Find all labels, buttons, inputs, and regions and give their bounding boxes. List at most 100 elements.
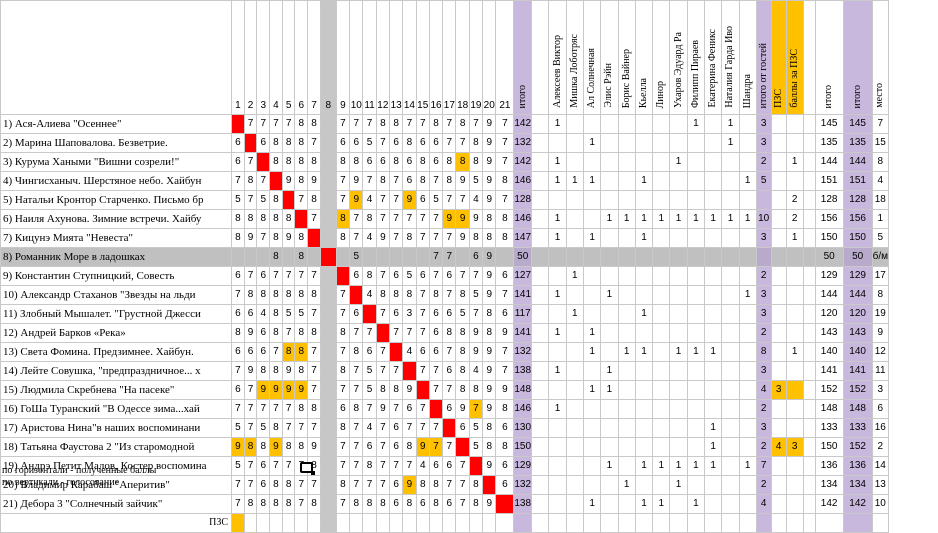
final-total-cell[interactable]: 50	[814, 247, 844, 267]
vote-cell[interactable]: 7	[415, 114, 430, 134]
vote-cell[interactable]	[319, 114, 337, 134]
vote-cell[interactable]: 9	[482, 456, 497, 476]
guest-vote-cell[interactable]	[548, 437, 567, 457]
vote-cell[interactable]: 8	[362, 209, 377, 229]
final-total-2-cell[interactable]: 152	[842, 380, 873, 400]
pzs-row-cell[interactable]	[294, 513, 309, 533]
vote-cell[interactable]: 6	[495, 418, 515, 438]
guest-vote-cell[interactable]	[721, 323, 740, 343]
vote-cell[interactable]: 8	[243, 171, 258, 191]
vote-cell[interactable]: 7	[375, 266, 391, 286]
guest-vote-cell[interactable]	[669, 437, 688, 457]
pzs-row-final[interactable]	[814, 513, 844, 533]
vote-cell[interactable]: 8	[455, 152, 470, 172]
pzs-score-cell[interactable]	[785, 133, 804, 153]
spacer-cell-2[interactable]	[802, 209, 816, 229]
guest-vote-cell[interactable]	[652, 133, 671, 153]
vote-cell[interactable]: 7	[243, 266, 258, 286]
guest-vote-cell[interactable]	[600, 494, 619, 514]
total-cell[interactable]: 127	[513, 266, 533, 286]
guest-vote-cell[interactable]	[721, 475, 740, 495]
pzs-row-cell[interactable]	[455, 513, 470, 533]
vote-cell[interactable]: 9	[482, 190, 497, 210]
vote-cell[interactable]	[495, 247, 515, 267]
guest-vote-cell[interactable]	[600, 133, 619, 153]
pzs-cell[interactable]	[770, 285, 787, 305]
guest-vote-cell[interactable]: 1	[634, 342, 654, 362]
place-cell[interactable]: 8	[871, 152, 890, 172]
vote-cell[interactable]: 6	[362, 437, 377, 457]
vote-cell[interactable]: 9	[281, 228, 296, 248]
spacer-cell[interactable]	[531, 342, 550, 362]
spacer-cell[interactable]	[531, 209, 550, 229]
guest-header[interactable]: Ухаров Эдуард Ра	[669, 0, 688, 115]
vote-cell[interactable]: 6	[388, 266, 404, 286]
vote-cell[interactable]: 7	[362, 399, 377, 419]
vote-cell[interactable]: 8	[482, 437, 497, 457]
vote-cell[interactable]: 6	[362, 342, 377, 362]
vote-cell[interactable]: 7	[442, 114, 457, 134]
guest-vote-cell[interactable]	[721, 494, 740, 514]
vote-cell[interactable]: 7	[243, 190, 258, 210]
vote-cell[interactable]: 8	[269, 418, 283, 438]
spacer-cell[interactable]	[531, 114, 550, 134]
vote-cell[interactable]: 9	[402, 190, 417, 210]
guest-vote-cell[interactable]	[721, 152, 740, 172]
guest-vote-cell[interactable]	[652, 152, 671, 172]
pzs-row-cell[interactable]	[388, 513, 404, 533]
vote-cell[interactable]: 5	[468, 418, 484, 438]
self-vote-cell[interactable]	[442, 418, 457, 438]
judge-header[interactable]: 20	[482, 0, 497, 115]
vote-cell[interactable]: 8	[402, 285, 417, 305]
judge-header[interactable]: 19	[468, 0, 484, 115]
guest-vote-cell[interactable]	[738, 228, 757, 248]
guest-vote-cell[interactable]	[565, 456, 584, 476]
vote-cell[interactable]: 7	[442, 228, 457, 248]
guest-vote-cell[interactable]	[565, 285, 584, 305]
vote-cell[interactable]: 7	[375, 475, 391, 495]
guest-vote-cell[interactable]	[738, 190, 757, 210]
vote-cell[interactable]: 7	[349, 209, 364, 229]
spacer-cell-2[interactable]	[802, 323, 816, 343]
pzs-row-cell[interactable]	[281, 513, 296, 533]
vote-cell[interactable]: 8	[482, 323, 497, 343]
total-cell[interactable]: 129	[513, 456, 533, 476]
guest-vote-cell[interactable]	[582, 418, 602, 438]
vote-cell[interactable]: 7	[375, 133, 391, 153]
vote-cell[interactable]: 7	[281, 323, 296, 343]
vote-cell[interactable]: 9	[307, 437, 321, 457]
vote-cell[interactable]: 6	[428, 456, 444, 476]
vote-cell[interactable]	[256, 247, 271, 267]
vote-cell[interactable]: 7	[243, 114, 258, 134]
vote-cell[interactable]: 7	[281, 418, 296, 438]
guest-vote-cell[interactable]	[669, 171, 688, 191]
vote-cell[interactable]: 7	[428, 437, 444, 457]
guest-vote-cell[interactable]	[738, 475, 757, 495]
pzs-cell[interactable]	[770, 209, 787, 229]
vote-cell[interactable]: 7	[442, 437, 457, 457]
final-total-cell[interactable]: 129	[814, 266, 844, 286]
judge-header[interactable]: 9	[335, 0, 351, 115]
pzs-row-guest[interactable]	[582, 513, 602, 533]
guest-vote-cell[interactable]	[686, 380, 706, 400]
vote-cell[interactable]: 8	[294, 342, 309, 362]
guest-vote-cell[interactable]	[704, 285, 723, 305]
final-total-cell[interactable]: 144	[814, 152, 844, 172]
guest-vote-cell[interactable]: 1	[600, 361, 619, 381]
vote-cell[interactable]: 7	[388, 209, 404, 229]
vote-cell[interactable]: 7	[388, 228, 404, 248]
pzs-score-cell[interactable]	[785, 399, 804, 419]
guest-vote-cell[interactable]: 1	[634, 494, 654, 514]
guest-vote-cell[interactable]	[617, 266, 636, 286]
self-vote-cell[interactable]	[256, 152, 271, 172]
guest-vote-cell[interactable]	[565, 494, 584, 514]
vote-cell[interactable]: 7	[269, 456, 283, 476]
vote-cell[interactable]: 9	[281, 171, 296, 191]
place-cell[interactable]: 1	[871, 209, 890, 229]
guest-vote-cell[interactable]: 1	[721, 133, 740, 153]
guest-vote-cell[interactable]	[738, 323, 757, 343]
vote-cell[interactable]: 9	[482, 342, 497, 362]
vote-cell[interactable]: 9	[455, 209, 470, 229]
vote-cell[interactable]	[319, 152, 337, 172]
guest-vote-cell[interactable]	[600, 475, 619, 495]
